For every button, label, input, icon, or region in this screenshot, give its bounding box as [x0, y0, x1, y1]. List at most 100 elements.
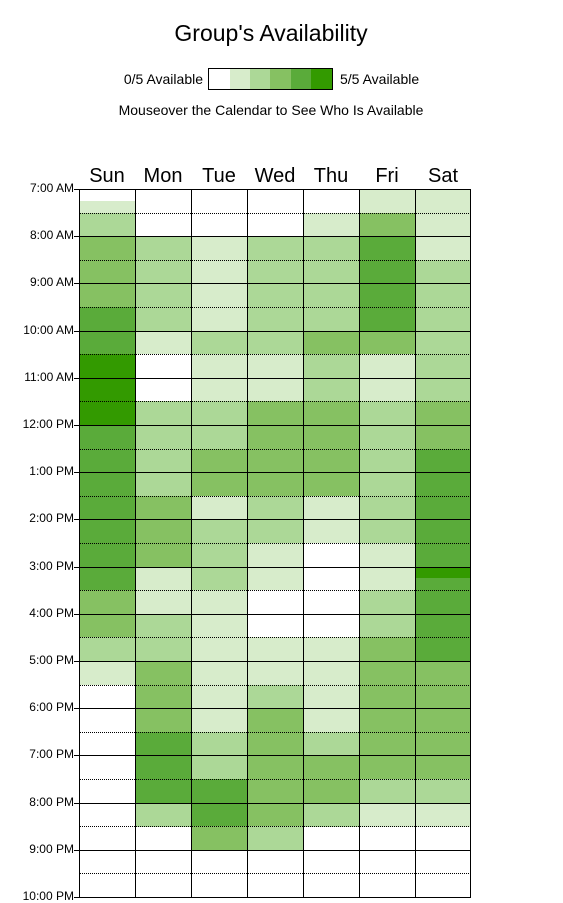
time-slot-mon-27[interactable]: [135, 507, 191, 520]
time-slot-mon-32[interactable]: [135, 566, 191, 579]
time-slot-sun-0[interactable]: [79, 189, 135, 202]
time-slot-sun-11[interactable]: [79, 318, 135, 332]
time-slot-tue-7[interactable]: [191, 271, 247, 284]
time-slot-wed-23[interactable]: [247, 460, 303, 473]
time-slot-thu-9[interactable]: [303, 295, 359, 308]
time-slot-wed-15[interactable]: [247, 366, 303, 379]
time-slot-wed-40[interactable]: [247, 661, 303, 674]
time-slot-tue-27[interactable]: [191, 507, 247, 520]
time-slot-wed-46[interactable]: [247, 731, 303, 745]
time-slot-sun-2[interactable]: [79, 212, 135, 225]
time-slot-tue-46[interactable]: [191, 731, 247, 745]
time-slot-thu-46[interactable]: [303, 731, 359, 745]
time-slot-mon-1[interactable]: [135, 200, 191, 214]
time-slot-fri-16[interactable]: [359, 377, 415, 391]
time-slot-fri-44[interactable]: [359, 708, 415, 721]
time-slot-thu-42[interactable]: [303, 684, 359, 697]
time-slot-mon-21[interactable]: [135, 436, 191, 450]
time-slot-thu-26[interactable]: [303, 495, 359, 509]
time-slot-wed-32[interactable]: [247, 566, 303, 579]
time-slot-wed-12[interactable]: [247, 330, 303, 343]
time-slot-sat-0[interactable]: [415, 189, 471, 202]
time-slot-wed-34[interactable]: [247, 590, 303, 603]
time-slot-sat-53[interactable]: [415, 814, 471, 827]
time-slot-mon-15[interactable]: [135, 366, 191, 379]
time-slot-sat-26[interactable]: [415, 495, 471, 509]
time-slot-sun-14[interactable]: [79, 354, 135, 367]
time-slot-sat-42[interactable]: [415, 684, 471, 697]
time-slot-sun-13[interactable]: [79, 342, 135, 355]
time-slot-tue-8[interactable]: [191, 283, 247, 296]
time-slot-wed-52[interactable]: [247, 802, 303, 815]
time-slot-tue-30[interactable]: [191, 543, 247, 556]
time-slot-wed-31[interactable]: [247, 554, 303, 568]
time-slot-sat-49[interactable]: [415, 767, 471, 780]
time-slot-sat-12[interactable]: [415, 330, 471, 343]
time-slot-mon-49[interactable]: [135, 767, 191, 780]
time-slot-thu-17[interactable]: [303, 389, 359, 402]
time-slot-tue-31[interactable]: [191, 554, 247, 568]
time-slot-sat-18[interactable]: [415, 401, 471, 414]
time-slot-fri-10[interactable]: [359, 307, 415, 320]
time-slot-fri-21[interactable]: [359, 436, 415, 450]
time-slot-fri-14[interactable]: [359, 354, 415, 367]
time-slot-thu-2[interactable]: [303, 212, 359, 225]
time-slot-tue-39[interactable]: [191, 649, 247, 662]
time-slot-fri-8[interactable]: [359, 283, 415, 296]
time-slot-wed-6[interactable]: [247, 259, 303, 273]
time-slot-wed-7[interactable]: [247, 271, 303, 284]
time-slot-thu-15[interactable]: [303, 366, 359, 379]
time-slot-fri-49[interactable]: [359, 767, 415, 780]
time-slot-mon-38[interactable]: [135, 637, 191, 650]
time-slot-sun-27[interactable]: [79, 507, 135, 520]
time-slot-sat-34[interactable]: [415, 590, 471, 603]
time-slot-sat-35[interactable]: [415, 602, 471, 615]
time-slot-wed-20[interactable]: [247, 425, 303, 438]
time-slot-sat-9[interactable]: [415, 295, 471, 308]
time-slot-thu-12[interactable]: [303, 330, 359, 343]
time-slot-fri-38[interactable]: [359, 637, 415, 650]
time-slot-fri-15[interactable]: [359, 366, 415, 379]
time-slot-sun-34[interactable]: [79, 590, 135, 603]
time-slot-wed-8[interactable]: [247, 283, 303, 296]
time-slot-mon-48[interactable]: [135, 755, 191, 768]
time-slot-tue-35[interactable]: [191, 602, 247, 615]
time-slot-tue-36[interactable]: [191, 613, 247, 627]
time-slot-fri-20[interactable]: [359, 425, 415, 438]
time-slot-tue-2[interactable]: [191, 212, 247, 225]
time-slot-mon-9[interactable]: [135, 295, 191, 308]
time-slot-fri-11[interactable]: [359, 318, 415, 332]
time-slot-thu-35[interactable]: [303, 602, 359, 615]
time-slot-wed-24[interactable]: [247, 472, 303, 485]
time-slot-sun-37[interactable]: [79, 625, 135, 638]
time-slot-tue-47[interactable]: [191, 743, 247, 756]
time-slot-sun-12[interactable]: [79, 330, 135, 343]
time-slot-fri-4[interactable]: [359, 236, 415, 249]
time-slot-tue-20[interactable]: [191, 425, 247, 438]
time-slot-tue-17[interactable]: [191, 389, 247, 402]
time-slot-sat-17[interactable]: [415, 389, 471, 402]
time-slot-sat-6[interactable]: [415, 259, 471, 273]
time-slot-tue-3[interactable]: [191, 224, 247, 237]
availability-grid[interactable]: [79, 189, 471, 898]
time-slot-fri-18[interactable]: [359, 401, 415, 414]
time-slot-sun-35[interactable]: [79, 602, 135, 615]
time-slot-thu-40[interactable]: [303, 661, 359, 674]
time-slot-sat-21[interactable]: [415, 436, 471, 450]
time-slot-thu-47[interactable]: [303, 743, 359, 756]
time-slot-wed-37[interactable]: [247, 625, 303, 638]
time-slot-thu-10[interactable]: [303, 307, 359, 320]
time-slot-wed-47[interactable]: [247, 743, 303, 756]
time-slot-tue-4[interactable]: [191, 236, 247, 249]
time-slot-tue-37[interactable]: [191, 625, 247, 638]
time-slot-sat-25[interactable]: [415, 484, 471, 497]
time-slot-fri-30[interactable]: [359, 543, 415, 556]
time-slot-fri-0[interactable]: [359, 189, 415, 202]
time-slot-mon-14[interactable]: [135, 354, 191, 367]
time-slot-thu-24[interactable]: [303, 472, 359, 485]
time-slot-wed-36[interactable]: [247, 613, 303, 627]
time-slot-mon-23[interactable]: [135, 460, 191, 473]
time-slot-sat-51[interactable]: [415, 790, 471, 804]
time-slot-tue-49[interactable]: [191, 767, 247, 780]
time-slot-sat-4[interactable]: [415, 236, 471, 249]
